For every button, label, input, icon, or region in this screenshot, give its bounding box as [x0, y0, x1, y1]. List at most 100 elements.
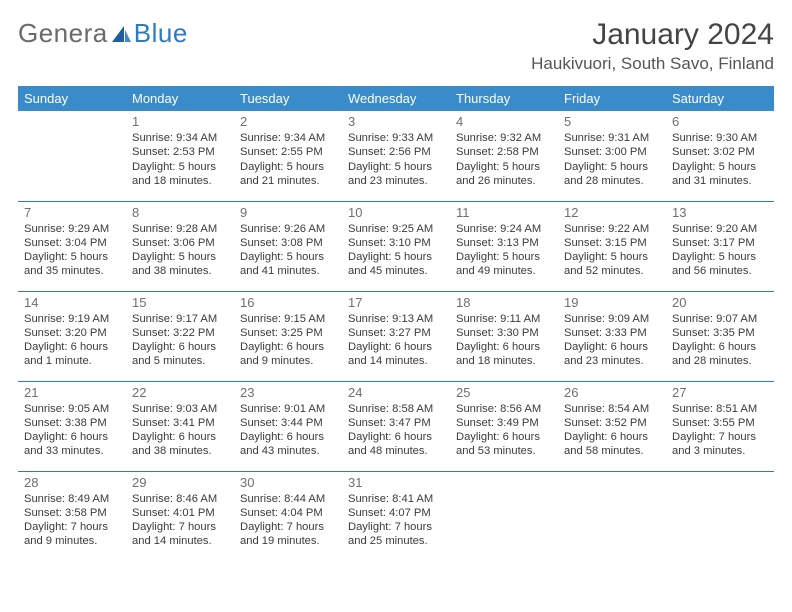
calendar-cell: 27Sunrise: 8:51 AMSunset: 3:55 PMDayligh…: [666, 381, 774, 471]
day-info: Sunrise: 9:07 AMSunset: 3:35 PMDaylight:…: [672, 312, 768, 369]
calendar-cell: 17Sunrise: 9:13 AMSunset: 3:27 PMDayligh…: [342, 291, 450, 381]
logo-text-b: Blue: [134, 18, 188, 49]
calendar-cell: [558, 471, 666, 561]
calendar-cell: 31Sunrise: 8:41 AMSunset: 4:07 PMDayligh…: [342, 471, 450, 561]
day-info: Sunrise: 9:20 AMSunset: 3:17 PMDaylight:…: [672, 222, 768, 279]
day-info: Sunrise: 9:24 AMSunset: 3:13 PMDaylight:…: [456, 222, 552, 279]
day-number: 3: [348, 111, 444, 131]
logo-text-a: Genera: [18, 18, 108, 49]
calendar-row: 14Sunrise: 9:19 AMSunset: 3:20 PMDayligh…: [18, 291, 774, 381]
calendar-cell: [666, 471, 774, 561]
logo: Genera Blue: [18, 18, 188, 49]
calendar-row: 1Sunrise: 9:34 AMSunset: 2:53 PMDaylight…: [18, 111, 774, 201]
col-header: Tuesday: [234, 86, 342, 111]
day-number: 21: [24, 382, 120, 402]
day-info: Sunrise: 9:26 AMSunset: 3:08 PMDaylight:…: [240, 222, 336, 279]
day-number: 30: [240, 472, 336, 492]
day-info: Sunrise: 9:25 AMSunset: 3:10 PMDaylight:…: [348, 222, 444, 279]
day-number: 5: [564, 111, 660, 131]
calendar-cell: 29Sunrise: 8:46 AMSunset: 4:01 PMDayligh…: [126, 471, 234, 561]
day-info: Sunrise: 8:56 AMSunset: 3:49 PMDaylight:…: [456, 402, 552, 459]
calendar-cell: 14Sunrise: 9:19 AMSunset: 3:20 PMDayligh…: [18, 291, 126, 381]
day-info: Sunrise: 8:44 AMSunset: 4:04 PMDaylight:…: [240, 492, 336, 549]
calendar-cell: 22Sunrise: 9:03 AMSunset: 3:41 PMDayligh…: [126, 381, 234, 471]
calendar-cell: 21Sunrise: 9:05 AMSunset: 3:38 PMDayligh…: [18, 381, 126, 471]
day-number: 17: [348, 292, 444, 312]
location: Haukivuori, South Savo, Finland: [531, 54, 774, 74]
day-number: 22: [132, 382, 228, 402]
day-number: 29: [132, 472, 228, 492]
day-info: Sunrise: 8:49 AMSunset: 3:58 PMDaylight:…: [24, 492, 120, 549]
day-info: Sunrise: 8:58 AMSunset: 3:47 PMDaylight:…: [348, 402, 444, 459]
calendar-cell: 11Sunrise: 9:24 AMSunset: 3:13 PMDayligh…: [450, 201, 558, 291]
day-info: Sunrise: 9:11 AMSunset: 3:30 PMDaylight:…: [456, 312, 552, 369]
calendar-row: 21Sunrise: 9:05 AMSunset: 3:38 PMDayligh…: [18, 381, 774, 471]
day-info: Sunrise: 9:33 AMSunset: 2:56 PMDaylight:…: [348, 131, 444, 188]
day-info: Sunrise: 8:54 AMSunset: 3:52 PMDaylight:…: [564, 402, 660, 459]
calendar-cell: 2Sunrise: 9:34 AMSunset: 2:55 PMDaylight…: [234, 111, 342, 201]
day-info: Sunrise: 9:34 AMSunset: 2:55 PMDaylight:…: [240, 131, 336, 188]
day-number: 2: [240, 111, 336, 131]
day-info: Sunrise: 9:22 AMSunset: 3:15 PMDaylight:…: [564, 222, 660, 279]
col-header: Wednesday: [342, 86, 450, 111]
day-number: 9: [240, 202, 336, 222]
day-number: 28: [24, 472, 120, 492]
day-info: Sunrise: 9:09 AMSunset: 3:33 PMDaylight:…: [564, 312, 660, 369]
calendar-cell: 15Sunrise: 9:17 AMSunset: 3:22 PMDayligh…: [126, 291, 234, 381]
day-number: 6: [672, 111, 768, 131]
day-number: 14: [24, 292, 120, 312]
calendar-cell: 6Sunrise: 9:30 AMSunset: 3:02 PMDaylight…: [666, 111, 774, 201]
calendar-cell: [450, 471, 558, 561]
day-number: 26: [564, 382, 660, 402]
day-number: 24: [348, 382, 444, 402]
day-number: 1: [132, 111, 228, 131]
header: Genera Blue January 2024 Haukivuori, Sou…: [18, 18, 774, 74]
col-header: Saturday: [666, 86, 774, 111]
calendar-body: 1Sunrise: 9:34 AMSunset: 2:53 PMDaylight…: [18, 111, 774, 561]
day-info: Sunrise: 9:05 AMSunset: 3:38 PMDaylight:…: [24, 402, 120, 459]
calendar-cell: [18, 111, 126, 201]
calendar-cell: 18Sunrise: 9:11 AMSunset: 3:30 PMDayligh…: [450, 291, 558, 381]
calendar-cell: 20Sunrise: 9:07 AMSunset: 3:35 PMDayligh…: [666, 291, 774, 381]
calendar-cell: 16Sunrise: 9:15 AMSunset: 3:25 PMDayligh…: [234, 291, 342, 381]
col-header: Monday: [126, 86, 234, 111]
calendar-row: 28Sunrise: 8:49 AMSunset: 3:58 PMDayligh…: [18, 471, 774, 561]
page-title: January 2024: [531, 18, 774, 52]
day-number: 8: [132, 202, 228, 222]
sail-icon: [110, 24, 132, 42]
calendar-cell: 9Sunrise: 9:26 AMSunset: 3:08 PMDaylight…: [234, 201, 342, 291]
calendar-cell: 12Sunrise: 9:22 AMSunset: 3:15 PMDayligh…: [558, 201, 666, 291]
calendar-cell: 26Sunrise: 8:54 AMSunset: 3:52 PMDayligh…: [558, 381, 666, 471]
calendar-row: 7Sunrise: 9:29 AMSunset: 3:04 PMDaylight…: [18, 201, 774, 291]
calendar-table: SundayMondayTuesdayWednesdayThursdayFrid…: [18, 86, 774, 561]
day-number: 18: [456, 292, 552, 312]
calendar-cell: 4Sunrise: 9:32 AMSunset: 2:58 PMDaylight…: [450, 111, 558, 201]
day-number: 23: [240, 382, 336, 402]
day-info: Sunrise: 9:30 AMSunset: 3:02 PMDaylight:…: [672, 131, 768, 188]
calendar-cell: 19Sunrise: 9:09 AMSunset: 3:33 PMDayligh…: [558, 291, 666, 381]
col-header: Friday: [558, 86, 666, 111]
day-info: Sunrise: 8:41 AMSunset: 4:07 PMDaylight:…: [348, 492, 444, 549]
day-number: 13: [672, 202, 768, 222]
day-number: 19: [564, 292, 660, 312]
col-header: Thursday: [450, 86, 558, 111]
day-number: 12: [564, 202, 660, 222]
day-info: Sunrise: 9:31 AMSunset: 3:00 PMDaylight:…: [564, 131, 660, 188]
day-info: Sunrise: 9:15 AMSunset: 3:25 PMDaylight:…: [240, 312, 336, 369]
day-info: Sunrise: 9:32 AMSunset: 2:58 PMDaylight:…: [456, 131, 552, 188]
day-number: 15: [132, 292, 228, 312]
day-info: Sunrise: 9:17 AMSunset: 3:22 PMDaylight:…: [132, 312, 228, 369]
col-header: Sunday: [18, 86, 126, 111]
day-info: Sunrise: 9:19 AMSunset: 3:20 PMDaylight:…: [24, 312, 120, 369]
day-number: 7: [24, 202, 120, 222]
calendar-cell: 10Sunrise: 9:25 AMSunset: 3:10 PMDayligh…: [342, 201, 450, 291]
day-number: 4: [456, 111, 552, 131]
calendar-cell: 13Sunrise: 9:20 AMSunset: 3:17 PMDayligh…: [666, 201, 774, 291]
day-number: 31: [348, 472, 444, 492]
calendar-cell: 25Sunrise: 8:56 AMSunset: 3:49 PMDayligh…: [450, 381, 558, 471]
title-block: January 2024 Haukivuori, South Savo, Fin…: [531, 18, 774, 74]
calendar-cell: 30Sunrise: 8:44 AMSunset: 4:04 PMDayligh…: [234, 471, 342, 561]
calendar-cell: 1Sunrise: 9:34 AMSunset: 2:53 PMDaylight…: [126, 111, 234, 201]
calendar-cell: 28Sunrise: 8:49 AMSunset: 3:58 PMDayligh…: [18, 471, 126, 561]
day-info: Sunrise: 9:01 AMSunset: 3:44 PMDaylight:…: [240, 402, 336, 459]
